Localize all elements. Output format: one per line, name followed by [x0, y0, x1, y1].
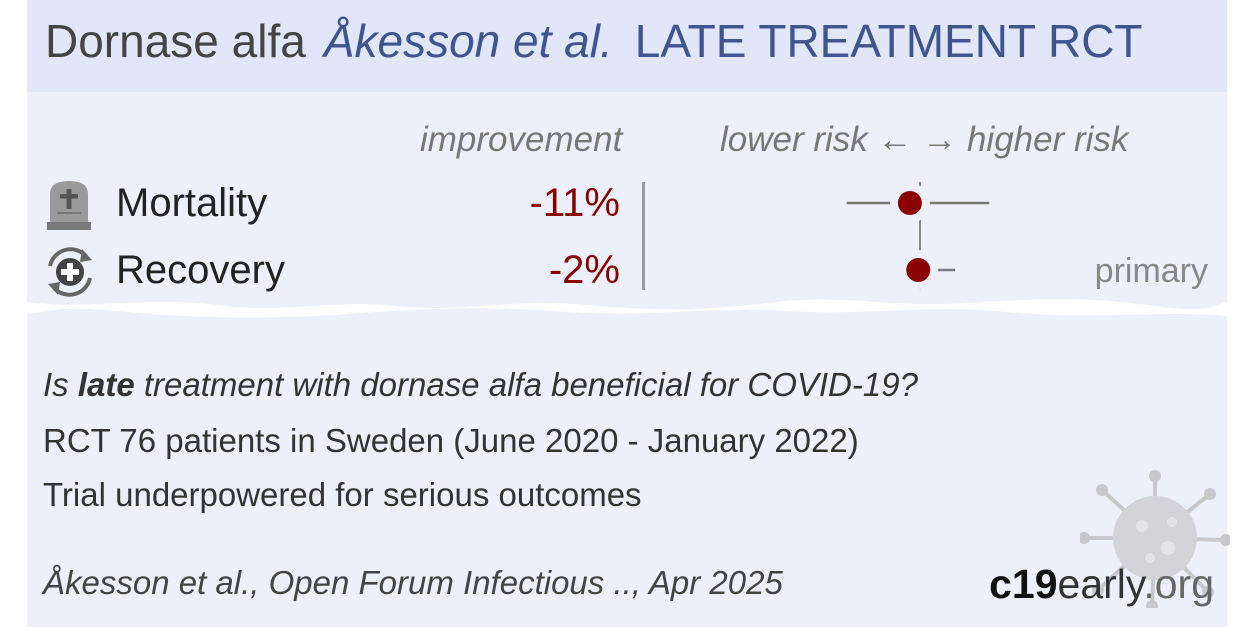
outcome-label-mortality: Mortality: [116, 181, 268, 225]
brand-part-1: c19: [989, 561, 1058, 607]
citation: Åkesson et al., Open Forum Infectious ..…: [43, 564, 783, 601]
brand-part-3: .org: [1143, 561, 1214, 607]
question-prefix: Is: [43, 366, 78, 403]
recovery-cycle-icon: [48, 247, 92, 297]
outcome-label-recovery: Recovery: [116, 248, 285, 292]
column-separator: [642, 182, 645, 290]
study-design: RCT 76 patients in Sweden (June 2020 - J…: [43, 422, 859, 459]
study-authors: Åkesson et al.: [323, 15, 613, 67]
question-suffix: treatment with dornase alfa beneficial f…: [134, 366, 918, 403]
page-title: Dornase alfa Åkesson et al. LATE TREATMENT…: [45, 14, 1143, 68]
risk-axis-label: lower risk ← → higher risk: [720, 120, 1129, 159]
brand-logo[interactable]: c19early.org: [989, 561, 1214, 608]
brand-part-2: early: [1057, 561, 1144, 607]
virus-icon: [1080, 470, 1230, 608]
tear-divider: [27, 299, 1227, 318]
study-question: Is late treatment with dornase alfa bene…: [43, 366, 918, 404]
question-emphasis: late: [77, 366, 135, 403]
point-estimate-recovery: [906, 258, 931, 282]
drug-name: Dornase alfa: [45, 15, 306, 67]
improvement-column-header: improvement: [420, 120, 623, 159]
outcome-value-mortality: -11%: [529, 181, 620, 225]
forest-plot: primary: [846, 182, 1208, 290]
header-bar: Dornase alfa Åkesson et al. LATE TREATMENT…: [27, 0, 1227, 92]
point-estimate-mortality: [897, 191, 922, 215]
tombstone-icon: [47, 181, 91, 230]
outcome-value-recovery: -2%: [548, 248, 620, 292]
study-note: Trial underpowered for serious outcomes: [43, 476, 642, 513]
trial-type: LATE TREATMENT RCT: [634, 15, 1143, 67]
primary-outcome-annotation: primary: [1095, 252, 1208, 290]
